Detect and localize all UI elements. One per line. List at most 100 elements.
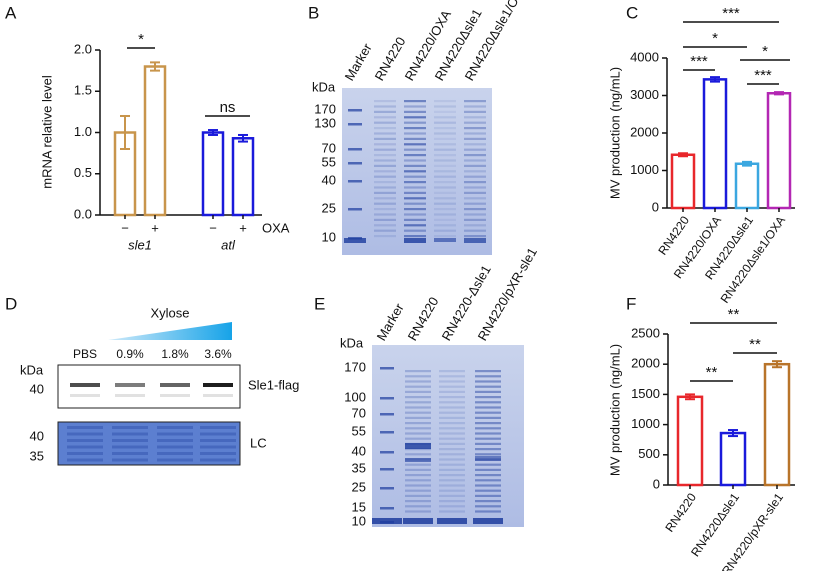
gel-band: [160, 383, 190, 387]
gel-band: [475, 390, 501, 393]
panel-letter: E: [314, 294, 325, 313]
gel-band: [475, 442, 501, 445]
marker-label: 55: [322, 154, 336, 169]
gel-band: [203, 383, 233, 387]
gel-band: [112, 452, 148, 455]
gel-band: [157, 452, 193, 455]
gel-band: [374, 132, 396, 135]
bar: [143, 65, 167, 217]
gel-band: [115, 383, 145, 387]
gel-band: [404, 148, 426, 151]
marker-label: 40: [30, 428, 44, 443]
gel-band: [70, 394, 100, 397]
gel-band: [404, 224, 426, 227]
gel-band: [475, 474, 501, 477]
gel-band: [434, 105, 456, 108]
bar: [676, 395, 704, 487]
gel-band: [434, 143, 456, 146]
gel-band: [464, 100, 486, 103]
gel-band: [374, 224, 396, 227]
gel-band: [439, 385, 465, 388]
gel-band: [404, 229, 426, 232]
bar: [231, 137, 255, 217]
gradient-triangle: [108, 322, 232, 340]
gel-band: [374, 235, 396, 238]
gel-band: [405, 468, 431, 471]
gel-band: [439, 458, 465, 461]
gel-band: [475, 411, 501, 414]
gel-band: [439, 479, 465, 482]
gel-band: [374, 105, 396, 108]
gel-band: [439, 401, 465, 404]
gel-band: [439, 406, 465, 409]
panel-letter: F: [626, 294, 636, 313]
gel-band: [464, 224, 486, 227]
gel-band: [439, 468, 465, 471]
gel-band: [439, 510, 465, 513]
gel-band: [404, 105, 426, 108]
panel-letter: C: [626, 3, 638, 22]
gel-band: [464, 202, 486, 205]
gel-band: [380, 367, 394, 370]
error-bar: [238, 133, 248, 143]
unit-label: kDa: [20, 362, 44, 377]
gel-band: [200, 432, 236, 436]
x-tick-label: RN4220: [662, 490, 699, 534]
marker-label: 170: [314, 101, 336, 116]
error-bar: [685, 393, 695, 401]
y-tick-label: 3000: [630, 87, 659, 102]
lane-label: 0.9%: [116, 347, 144, 361]
gel-band: [464, 154, 486, 157]
gel-band: [404, 235, 426, 238]
gel-band: [475, 510, 501, 513]
gel-band: [464, 164, 486, 167]
y-tick-label: 2000: [630, 124, 659, 139]
significance-label: *: [712, 30, 718, 47]
gel-band: [439, 370, 465, 373]
gel-band: [404, 127, 426, 130]
error-bar: [742, 160, 752, 167]
gel-band: [157, 445, 193, 449]
gel-band: [157, 426, 193, 429]
gel-band: [439, 474, 465, 477]
gel-band: [67, 445, 103, 449]
gel-band: [404, 116, 426, 119]
error-bar: [678, 152, 688, 158]
gel-band: [67, 452, 103, 455]
gel-band: [464, 181, 486, 184]
gel-band: [464, 238, 486, 243]
marker-label: 40: [352, 443, 366, 458]
gel-band: [374, 110, 396, 113]
marker-label: 40: [30, 381, 44, 396]
gel-band: [404, 186, 426, 189]
significance-label: ***: [754, 67, 772, 84]
gel-band: [404, 238, 426, 243]
gel-band: [374, 154, 396, 157]
gel-band: [200, 439, 236, 442]
gel-band: [374, 186, 396, 189]
gel-band: [404, 137, 426, 140]
gel-band: [464, 132, 486, 135]
gel-band: [405, 453, 431, 456]
gel-band: [434, 186, 456, 189]
marker-label: 35: [352, 460, 366, 475]
lane-label: RN4220/pXR-sle1: [475, 245, 540, 343]
group-label: sle1: [128, 237, 152, 252]
significance-label: ns: [220, 99, 236, 116]
gel-band: [405, 406, 431, 409]
gel-band: [434, 132, 456, 135]
gel-band: [434, 197, 456, 200]
lane-label: PBS: [73, 347, 97, 361]
gel-band: [434, 175, 456, 178]
significance-label: ***: [722, 5, 740, 22]
y-tick-label: 2000: [631, 356, 660, 371]
lane-label: RN4220: [405, 294, 442, 343]
gel-band: [404, 197, 426, 200]
x-tick-label: +: [151, 220, 159, 235]
gel-band: [439, 396, 465, 399]
marker-label: 100: [344, 389, 366, 404]
gel-band: [475, 505, 501, 508]
gel-band: [434, 208, 456, 211]
gel-band: [374, 121, 396, 124]
